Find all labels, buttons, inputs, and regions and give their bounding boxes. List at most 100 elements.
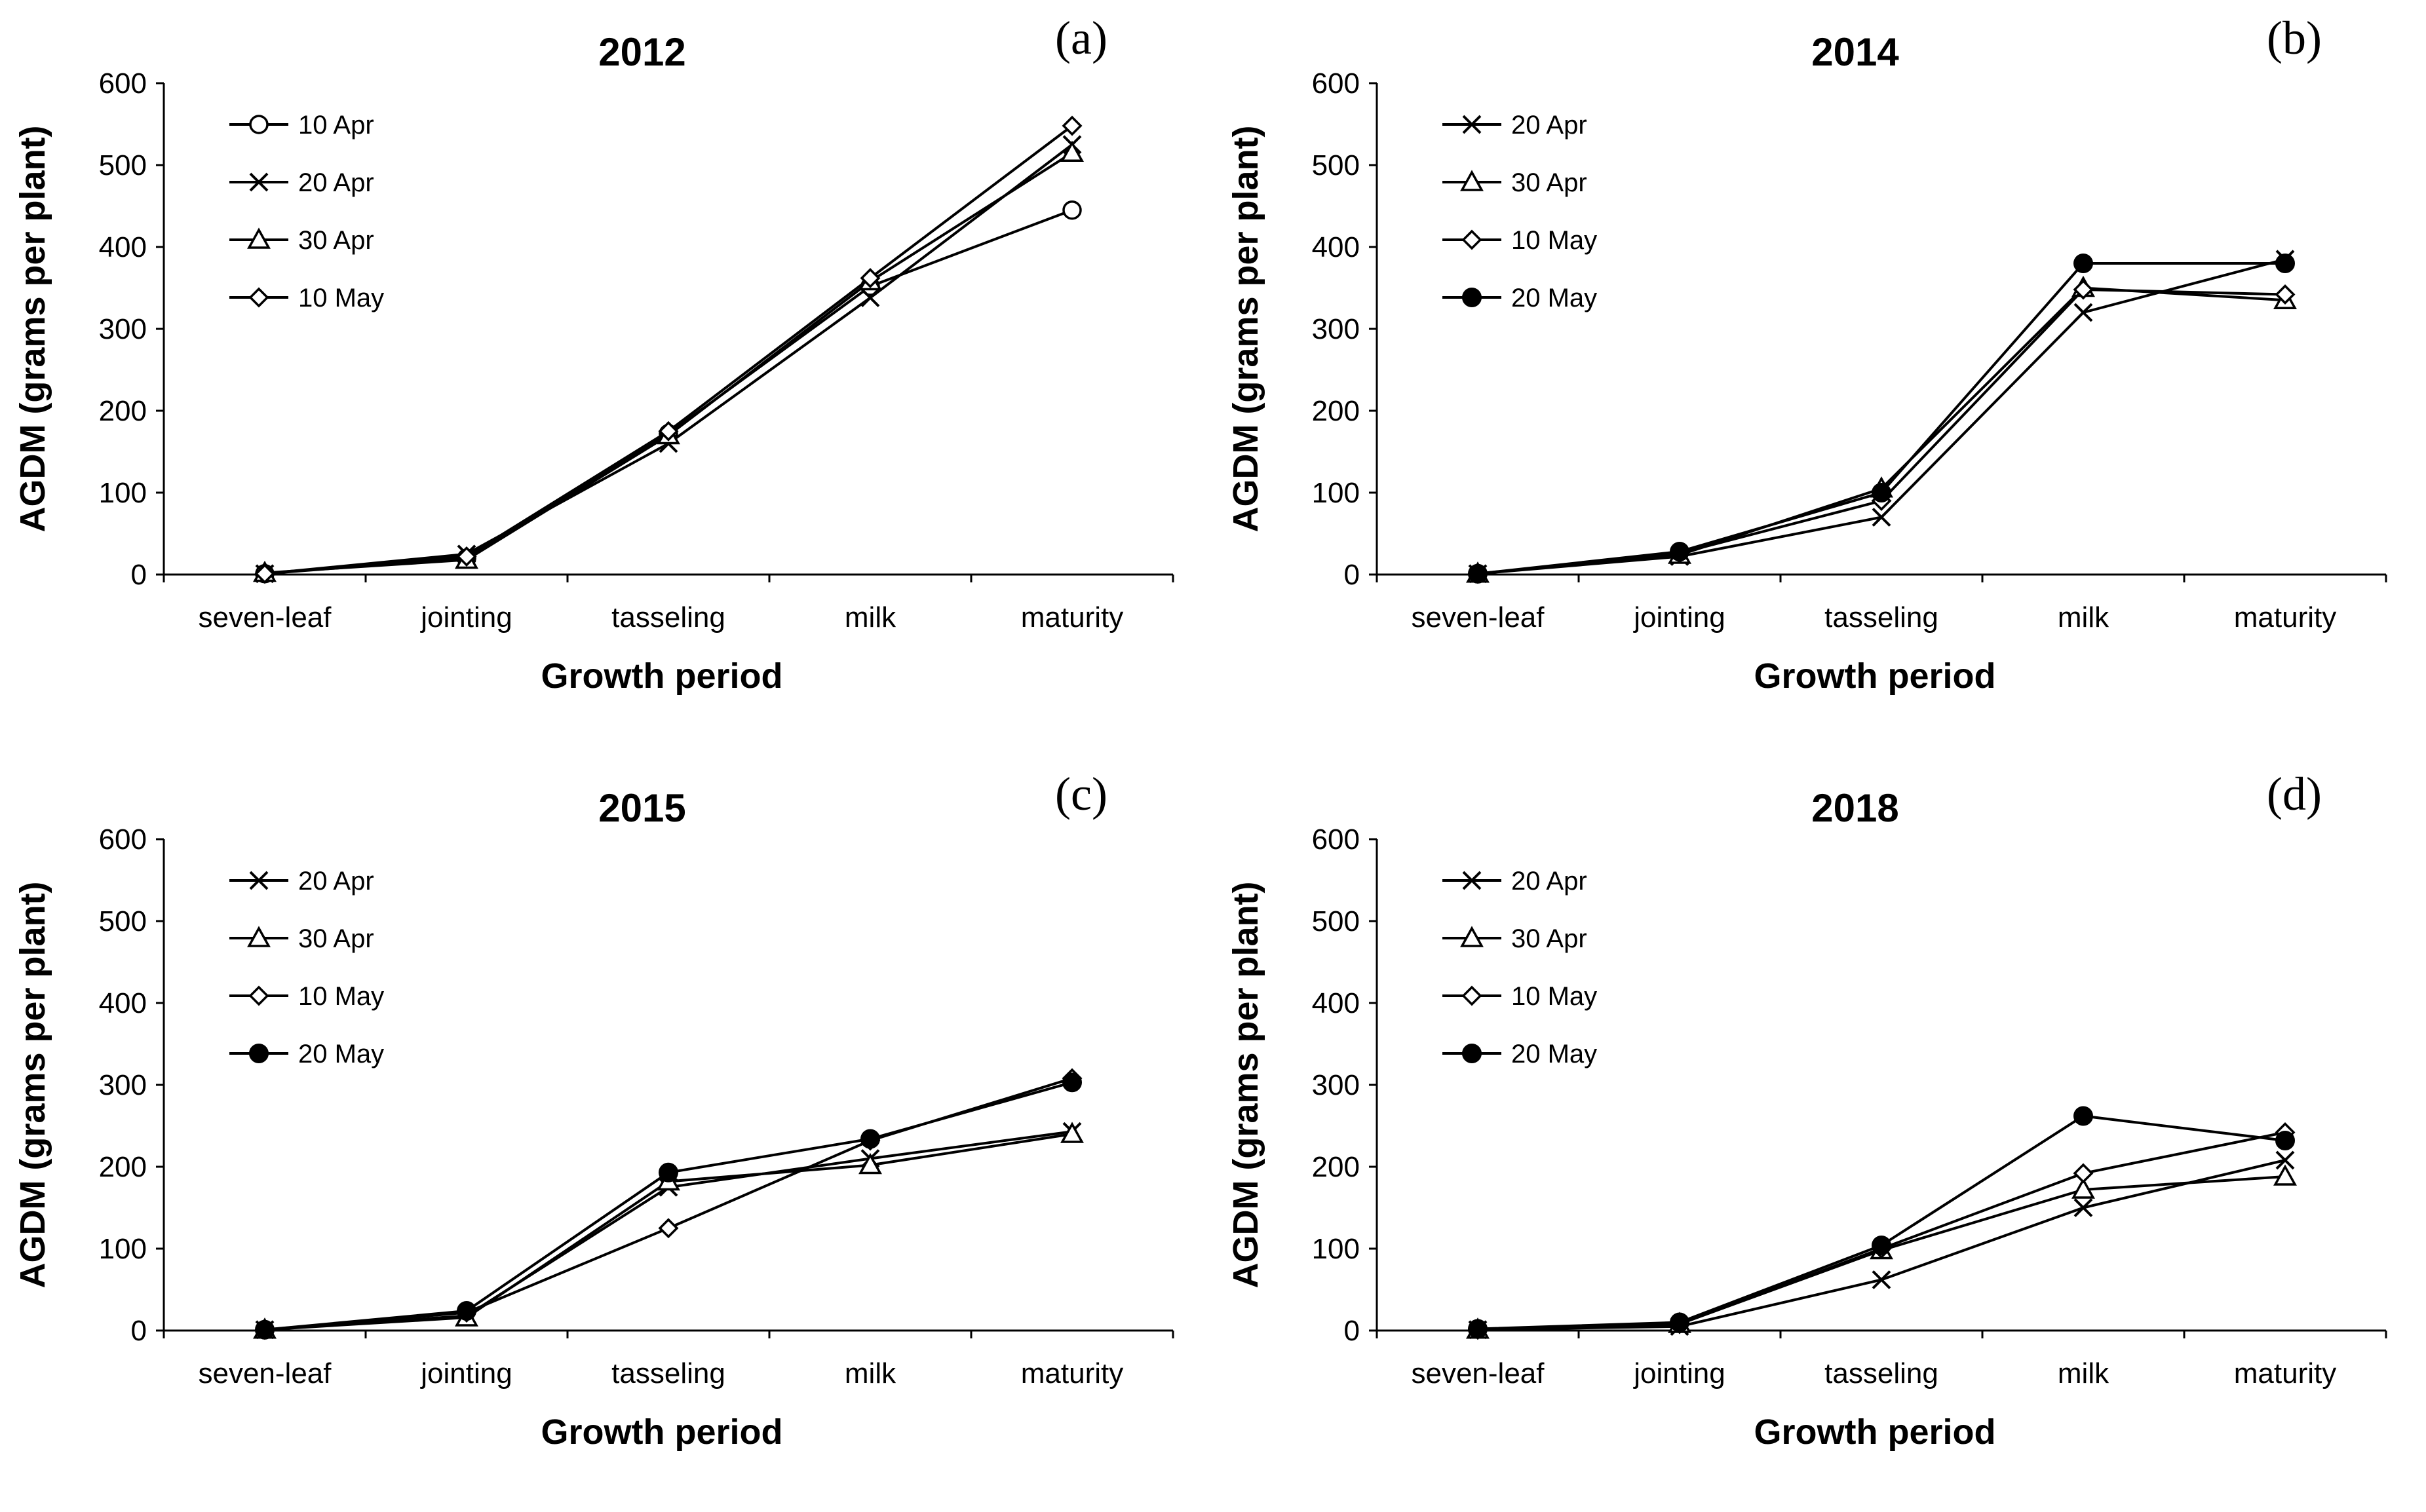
series-line: [1477, 288, 2286, 575]
series-line: [264, 143, 1073, 575]
legend-label: 30 Apr: [298, 924, 374, 953]
data-point: [1670, 1312, 1689, 1332]
data-point: [1062, 200, 1082, 220]
x-tick-label: seven-leaf: [1411, 1357, 1545, 1389]
legend-marker: [1461, 985, 1482, 1006]
data-point: [658, 1218, 679, 1239]
legend-marker: [1462, 1044, 1482, 1063]
legend-entry: 30 Apr: [229, 226, 374, 255]
data-point: [255, 1319, 275, 1340]
data-point: [1872, 1236, 1891, 1255]
data-point: [1060, 1122, 1084, 1143]
data-point: [254, 563, 275, 584]
legend-entry: 20 Apr: [229, 867, 374, 896]
legend-entry: 20 May: [1442, 284, 1597, 312]
data-point: [2073, 1106, 2093, 1126]
legend-entry: 30 Apr: [229, 924, 374, 953]
data-point: [860, 288, 880, 307]
y-tick-label: 400: [1312, 987, 1360, 1019]
y-axis-title: AGDM (grams per plant): [13, 881, 52, 1288]
legend-marker: [1462, 288, 1482, 307]
x-tick-label: jointing: [419, 601, 512, 633]
y-tick-label: 0: [131, 559, 147, 591]
data-point: [860, 268, 881, 288]
y-tick-label: 300: [99, 313, 147, 345]
legend-entry: 30 Apr: [1442, 924, 1587, 953]
chart-title: 2015: [598, 786, 685, 830]
legend-marker: [247, 227, 271, 249]
series-10-may: [1467, 279, 2296, 584]
data-point: [858, 1152, 882, 1175]
data-point: [1872, 508, 1891, 527]
y-axis-title: AGDM (grams per plant): [13, 125, 52, 532]
x-tick-label: milk: [2058, 1357, 2109, 1389]
y-tick-label: 200: [1312, 1151, 1360, 1183]
legend-marker: [249, 871, 269, 890]
chart-panel-2018: 2018 (d) 0 100 200 300 400 500 600 seven-leaf join…: [1213, 756, 2426, 1512]
data-point: [2073, 1198, 2093, 1217]
x-tick-label: tasseling: [611, 601, 725, 633]
data-point: [2073, 254, 2093, 273]
y-tick-label: 100: [1312, 477, 1360, 509]
legend-marker: [247, 926, 271, 947]
legend-entry: 20 Apr: [229, 168, 374, 197]
x-tick-label: jointing: [1632, 1357, 1725, 1389]
y-tick-label: 400: [99, 231, 147, 263]
y-tick-label: 200: [99, 1151, 147, 1183]
data-point: [1060, 140, 1084, 162]
chart-svg: 2012 (a) 0 100 200 300 400 500 600 seven-leaf join…: [13, 12, 1174, 696]
y-tick-label: 600: [99, 67, 147, 100]
legend-entry: 20 Apr: [1442, 111, 1587, 140]
data-point: [1872, 1270, 1891, 1289]
data-point: [1468, 1319, 1488, 1339]
x-axis-title: Growth period: [1754, 656, 1996, 696]
panel-label: (c): [1055, 768, 1107, 820]
legend-label: 10 May: [1511, 982, 1597, 1011]
chart-svg: 2018 (d) 0 100 200 300 400 500 600 seven-leaf join…: [1226, 768, 2387, 1452]
series-10-apr: [255, 200, 1082, 584]
series-line: [264, 1081, 1073, 1331]
data-point: [2071, 1177, 2095, 1199]
data-point: [2273, 1164, 2297, 1186]
legend-entry: 10 May: [1442, 982, 1597, 1011]
x-tick-label: maturity: [2234, 601, 2336, 633]
data-point: [1872, 483, 1891, 502]
y-tick-label: 200: [99, 395, 147, 427]
x-tick-label: tasseling: [611, 1357, 725, 1389]
chart-title: 2014: [1811, 30, 1899, 74]
series-line: [1477, 286, 2286, 575]
legend-label: 30 Apr: [298, 226, 374, 255]
series-line: [264, 208, 1073, 575]
data-point: [2275, 254, 2295, 273]
panel-label: (d): [2267, 768, 2322, 820]
series-30-apr: [1466, 275, 2297, 583]
y-tick-label: 100: [99, 1233, 147, 1265]
chart-panel-2014: 2014 (b) 0 100 200 300 400 500 600 seven-leaf join…: [1213, 0, 2426, 756]
x-tick-label: tasseling: [1824, 601, 1938, 633]
data-point: [2073, 279, 2094, 300]
legend-label: 10 May: [298, 982, 384, 1011]
data-point: [2073, 303, 2093, 322]
x-tick-label: maturity: [2234, 1357, 2336, 1389]
y-tick-label: 100: [99, 477, 147, 509]
y-tick-label: 400: [99, 987, 147, 1019]
legend-marker: [1462, 871, 1482, 890]
legend-entry: 10 May: [229, 284, 384, 312]
series-10-may: [1467, 1122, 2296, 1340]
series-30-apr: [253, 140, 1084, 582]
series-line: [1477, 1114, 2286, 1331]
legend-entry: 20 May: [1442, 1040, 1597, 1068]
y-tick-label: 500: [1312, 149, 1360, 181]
legend-label: 30 Apr: [1511, 168, 1587, 197]
legend-label: 30 Apr: [1511, 924, 1587, 953]
legend-label: 20 Apr: [298, 168, 374, 197]
x-axis-title: Growth period: [1754, 1412, 1996, 1452]
data-point: [2275, 1131, 2295, 1150]
legend-marker: [1460, 926, 1484, 947]
legend-label: 20 Apr: [1511, 111, 1587, 140]
chart-panel-2015: 2015 (c) 0 100 200 300 400 500 600 seven-leaf join…: [0, 756, 1213, 1512]
series-20-may: [255, 1072, 1082, 1340]
chart-svg: 2014 (b) 0 100 200 300 400 500 600 seven-leaf join…: [1226, 12, 2387, 696]
y-tick-label: 300: [1312, 313, 1360, 345]
y-axis-title: AGDM (grams per plant): [1226, 125, 1265, 532]
